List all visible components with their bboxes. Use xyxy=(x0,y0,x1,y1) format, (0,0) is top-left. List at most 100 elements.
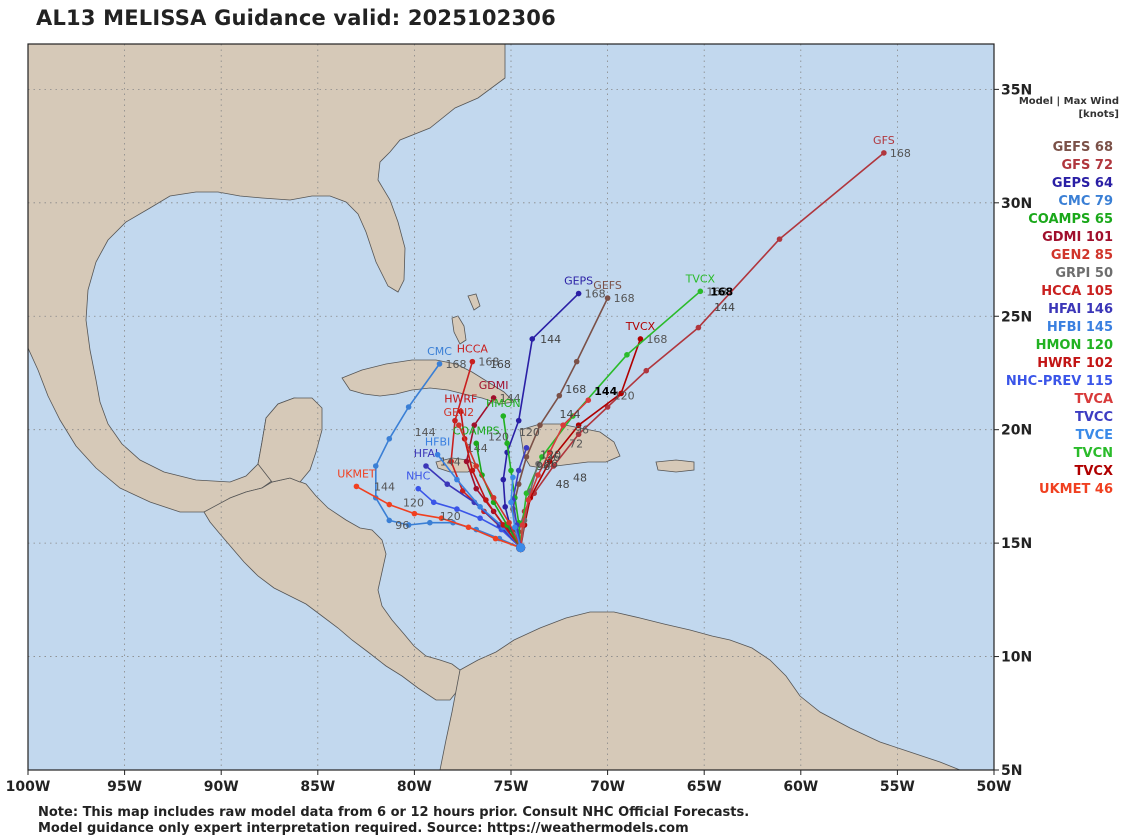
track-point xyxy=(502,504,509,510)
track-point xyxy=(477,504,483,510)
track-point xyxy=(444,481,451,487)
forecast-hour-label: 72 xyxy=(569,437,583,450)
forecast-hour-label: 120 xyxy=(440,510,461,523)
track-point xyxy=(525,497,532,503)
legend-model-name: HCCA xyxy=(1041,284,1082,299)
legend-header: Model | Max Wind [knots] xyxy=(1003,95,1119,121)
track-point xyxy=(510,474,516,481)
legend-model-name: CMC xyxy=(1058,194,1091,209)
track-point xyxy=(776,236,783,242)
legend-max-wind: 64 xyxy=(1090,176,1113,191)
legend-max-wind: 145 xyxy=(1081,320,1113,335)
legend-item-grpi: GRPI 50 xyxy=(1055,266,1113,281)
land-central-america xyxy=(203,477,461,701)
track-point xyxy=(463,458,470,465)
land-layer xyxy=(28,44,961,770)
track-point xyxy=(411,510,418,517)
track-point xyxy=(500,476,507,483)
forecast-hour-label: 96 xyxy=(575,424,589,437)
track-point xyxy=(504,440,510,447)
legend-model-name: GFS xyxy=(1061,158,1091,173)
x-tick-label: 60W xyxy=(783,779,818,795)
track-point xyxy=(500,522,507,528)
track-point xyxy=(386,517,393,524)
track-point xyxy=(519,522,526,528)
legend-item-geps: GEPS 64 xyxy=(1052,176,1113,191)
track-point xyxy=(516,543,526,553)
track-end-label: TVCX xyxy=(685,272,716,285)
forecast-hour-label: 144 xyxy=(415,426,436,439)
track-end-label: COAMPS xyxy=(453,424,500,437)
legend-max-wind: 120 xyxy=(1081,338,1113,353)
track-point xyxy=(515,417,522,424)
forecast-hour-label: 144 xyxy=(540,333,561,346)
forecast-hour-label: 120 xyxy=(614,390,635,403)
track-line xyxy=(510,477,522,548)
land-puerto-rico xyxy=(655,459,695,473)
track-point xyxy=(500,413,507,419)
track-point xyxy=(490,494,497,501)
track-point xyxy=(546,449,553,456)
legend-model-name: UKMET xyxy=(1039,482,1091,497)
track-point xyxy=(454,506,460,512)
legend-max-wind: 105 xyxy=(1081,284,1113,299)
forecast-hour-label: 168 xyxy=(446,358,467,371)
track-point xyxy=(523,445,530,451)
track-point xyxy=(471,422,478,428)
forecast-hour-label: 144 xyxy=(714,301,735,314)
track-nhc-prev: NHC 120 xyxy=(406,470,526,553)
track-point xyxy=(573,358,580,365)
forecast-hour-label: 120 xyxy=(519,426,540,439)
forecast-hour-label: 168 xyxy=(585,288,606,301)
graticule xyxy=(28,44,994,770)
forecast-hour-label: 168 xyxy=(478,356,499,369)
legend-item-cmc: CMC 79 xyxy=(1058,194,1113,209)
y-tick-label: 25N xyxy=(1001,309,1032,325)
legend-model-name: TVCN xyxy=(1073,446,1113,461)
legend-model-name: GEN2 xyxy=(1050,248,1091,263)
track-point xyxy=(465,524,472,531)
forecast-hour-label: 144 xyxy=(594,385,617,398)
footer-note: Note: This map includes raw model data f… xyxy=(38,805,749,837)
track-point xyxy=(508,499,514,506)
track-point xyxy=(483,497,489,503)
track-point xyxy=(604,404,611,410)
track-point xyxy=(469,358,476,365)
track-point xyxy=(575,290,582,297)
track-point xyxy=(560,422,566,428)
legend-item-hcca: HCCA 105 xyxy=(1041,284,1113,299)
track-point xyxy=(575,422,582,428)
track-end-label: GFS xyxy=(873,134,895,147)
track-point xyxy=(405,522,412,528)
legend-max-wind: 79 xyxy=(1090,194,1113,209)
track-end-label: GEN2 xyxy=(443,406,474,419)
track-point xyxy=(353,483,360,490)
legend-max-wind: 46 xyxy=(1090,482,1113,497)
track-point xyxy=(492,535,499,542)
legend-item-tvca: TVCA xyxy=(1074,392,1113,407)
track-ukmet: UKMET 120 144 xyxy=(337,467,526,553)
legend-item-tvce: TVCE xyxy=(1076,428,1113,443)
legend-model-name: TVCX xyxy=(1074,464,1114,479)
y-tick-label: 30N xyxy=(1001,196,1032,212)
track-point xyxy=(643,367,650,374)
track-point xyxy=(535,460,541,467)
legend-model-name: TVCA xyxy=(1074,392,1113,407)
forecast-hour-label: 168 xyxy=(706,285,727,298)
map-title: AL13 MELISSA Guidance valid: 2025102306 xyxy=(36,6,556,30)
forecast-hour-label: 168 xyxy=(646,333,667,346)
track-point xyxy=(448,458,454,465)
track-point xyxy=(477,515,483,521)
legend-item-hmon: HMON 120 xyxy=(1036,338,1113,353)
track-point xyxy=(457,408,464,415)
legend-model-name: TVCC xyxy=(1074,410,1113,425)
track-point xyxy=(618,390,624,397)
footer-note-line2: Model guidance only expert interpretatio… xyxy=(38,821,689,836)
track-point xyxy=(459,488,466,494)
track-point xyxy=(637,336,644,342)
footer-note-line1: Note: This map includes raw model data f… xyxy=(38,805,750,820)
track-point xyxy=(473,485,480,492)
legend-item-tvcc: TVCC xyxy=(1075,410,1113,425)
track-tvce xyxy=(508,474,526,553)
forecast-hour-label: 168 xyxy=(565,383,586,396)
